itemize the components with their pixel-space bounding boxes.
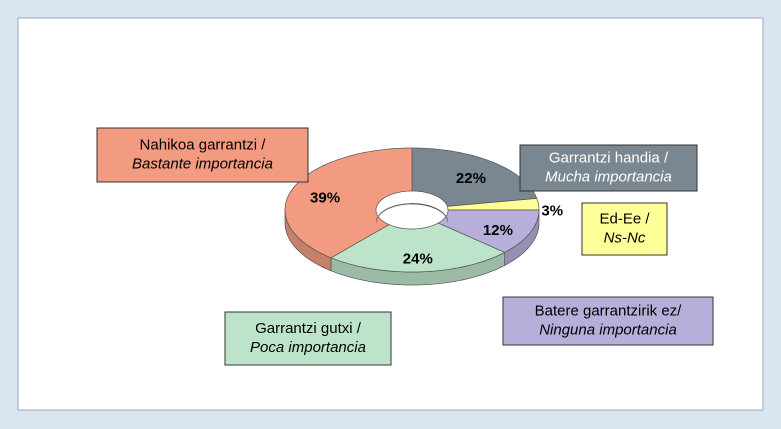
data-label: 22% <box>456 170 486 187</box>
data-label: 12% <box>483 222 513 239</box>
slice-inner-side <box>376 203 413 223</box>
category-label: Garrantzi gutxi / <box>255 320 362 337</box>
category-label: Ninguna importancia <box>539 321 677 338</box>
category-label: Bastante importancia <box>132 155 273 172</box>
data-label: 3% <box>541 203 563 220</box>
category-label: Garrantzi handia / <box>549 149 669 166</box>
category-label: Ed-Ee / <box>599 210 650 227</box>
legend-box <box>96 127 309 183</box>
category-label: Mucha importancia <box>545 168 672 185</box>
category-label: Poca importancia <box>250 339 366 356</box>
slice <box>284 147 413 259</box>
legend-box <box>581 202 668 256</box>
category-label: Batere garrantzirik ez/ <box>535 302 683 319</box>
data-label: 39% <box>310 190 340 207</box>
category-label: Nahikoa garrantzi / <box>140 136 267 153</box>
legend-box <box>502 296 714 346</box>
legend-box <box>519 144 698 192</box>
legend-box <box>224 311 392 366</box>
category-label: Ns-Nc <box>604 229 646 246</box>
data-label: 24% <box>403 251 433 268</box>
